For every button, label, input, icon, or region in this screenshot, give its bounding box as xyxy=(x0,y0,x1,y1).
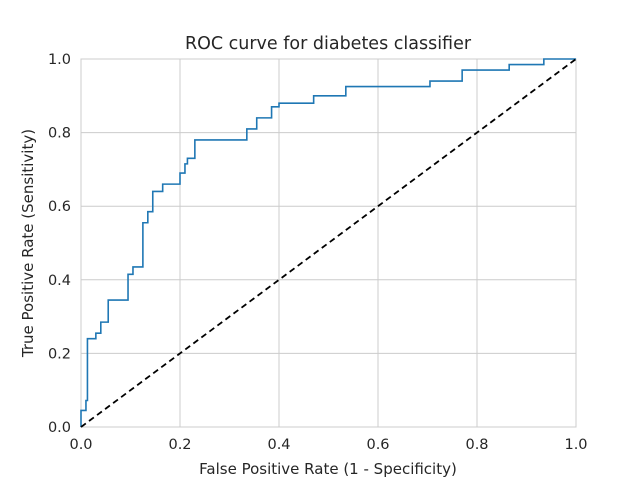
y-tick-label: 0.4 xyxy=(48,273,71,289)
y-tick-label: 0.8 xyxy=(48,126,71,142)
x-axis-label: False Positive Rate (1 - Specificity) xyxy=(199,460,457,478)
x-tick-label: 0.8 xyxy=(465,437,488,453)
x-tick-label: 0.0 xyxy=(69,437,92,453)
y-tick-label: 1.0 xyxy=(48,52,71,68)
y-tick-label: 0.6 xyxy=(48,199,71,215)
series-layer xyxy=(80,58,577,428)
x-tick-label: 0.6 xyxy=(366,437,389,453)
x-tick-labels: 0.0 0.2 0.4 0.6 0.8 1.0 xyxy=(69,437,587,453)
x-tick-label: 0.2 xyxy=(168,437,191,453)
y-axis-label: True Positive Rate (Sensitivity) xyxy=(19,129,37,358)
chart-title: ROC curve for diabetes classifier xyxy=(185,34,472,54)
x-tick-label: 1.0 xyxy=(564,437,587,453)
y-tick-label: 0.2 xyxy=(48,346,71,362)
roc-curve-line xyxy=(80,58,576,427)
chance-diagonal-line xyxy=(80,58,577,428)
x-tick-label: 0.4 xyxy=(267,437,290,453)
plot-frame xyxy=(80,58,577,428)
y-tick-labels: 0.0 0.2 0.4 0.6 0.8 1.0 xyxy=(48,52,71,436)
y-tick-label: 0.0 xyxy=(48,420,71,436)
